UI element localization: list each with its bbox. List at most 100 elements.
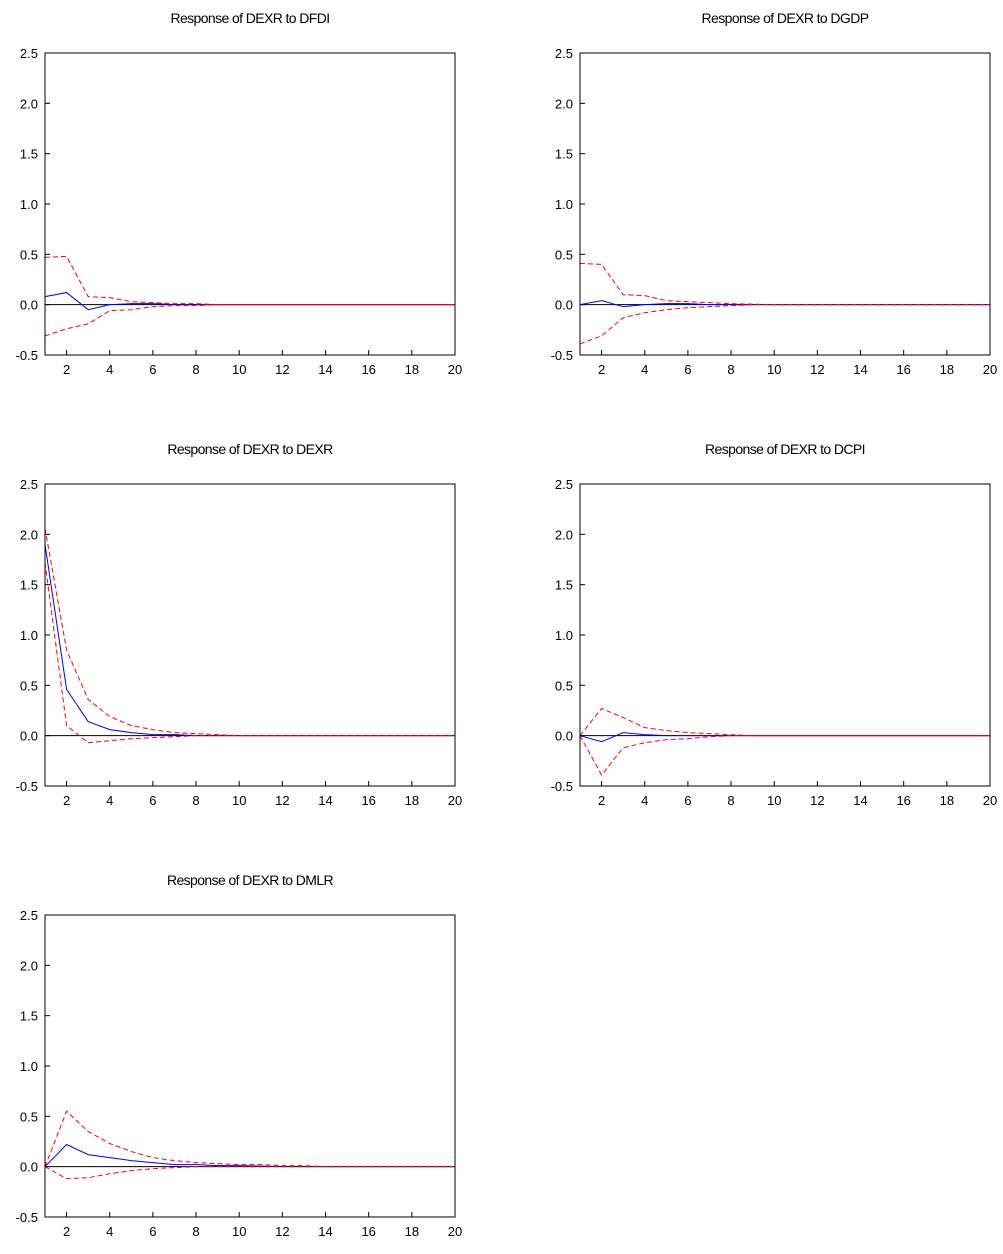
y-tick-label: 2.5 xyxy=(20,477,38,492)
y-tick-label: 1.0 xyxy=(555,628,573,643)
x-tick-label: 14 xyxy=(318,362,332,377)
response-line xyxy=(45,293,455,310)
chart-title: Response of DEXR to DEXR xyxy=(167,441,333,457)
x-tick-label: 10 xyxy=(767,793,781,808)
y-tick-label: 1.5 xyxy=(20,147,38,162)
response-line xyxy=(45,1145,455,1167)
response-line xyxy=(45,528,455,735)
x-tick-label: 18 xyxy=(940,362,954,377)
plot-frame xyxy=(45,53,455,355)
y-tick-label: 2.5 xyxy=(20,46,38,61)
x-tick-label: 14 xyxy=(318,793,332,808)
y-tick-label: 0.0 xyxy=(555,298,573,313)
x-tick-label: 12 xyxy=(275,793,289,808)
x-tick-label: 20 xyxy=(448,793,462,808)
x-tick-label: 14 xyxy=(853,793,867,808)
x-tick-label: 2 xyxy=(63,1224,70,1239)
plot-frame xyxy=(580,53,990,355)
x-tick-label: 18 xyxy=(940,793,954,808)
x-tick-label: 8 xyxy=(727,793,734,808)
y-tick-label: 2.5 xyxy=(555,477,573,492)
response-line xyxy=(45,563,455,743)
x-tick-label: 4 xyxy=(641,793,648,808)
response-line xyxy=(45,305,455,336)
response-line xyxy=(580,708,990,735)
panel: Response of DEXR to DGDP-0.50.00.51.01.5… xyxy=(551,10,998,377)
x-tick-label: 4 xyxy=(106,1224,113,1239)
y-tick-label: 0.0 xyxy=(20,298,38,313)
chart-title: Response of DEXR to DGDP xyxy=(702,10,869,26)
y-tick-label: 2.0 xyxy=(555,527,573,542)
plot-frame xyxy=(580,484,990,786)
x-tick-label: 2 xyxy=(63,362,70,377)
plot-frame xyxy=(45,915,455,1217)
y-tick-label: 0.0 xyxy=(20,1160,38,1175)
x-tick-label: 18 xyxy=(405,793,419,808)
x-tick-label: 20 xyxy=(983,362,997,377)
y-tick-label: 1.5 xyxy=(555,578,573,593)
x-tick-label: 8 xyxy=(727,362,734,377)
y-tick-label: 0.5 xyxy=(555,247,573,262)
x-tick-label: 4 xyxy=(106,793,113,808)
x-tick-label: 20 xyxy=(448,1224,462,1239)
y-tick-label: 2.0 xyxy=(555,96,573,111)
panel: Response of DEXR to DFDI-0.50.00.51.01.5… xyxy=(16,10,463,377)
x-tick-label: 12 xyxy=(810,793,824,808)
x-tick-label: 2 xyxy=(598,793,605,808)
y-tick-label: 0.5 xyxy=(20,1109,38,1124)
y-tick-label: 1.5 xyxy=(555,147,573,162)
y-tick-label: 1.0 xyxy=(20,197,38,212)
x-tick-label: 10 xyxy=(232,793,246,808)
y-tick-label: 2.5 xyxy=(555,46,573,61)
x-tick-label: 16 xyxy=(896,793,910,808)
y-tick-label: -0.5 xyxy=(551,348,573,363)
y-tick-label: 2.0 xyxy=(20,958,38,973)
response-line xyxy=(45,544,455,735)
x-tick-label: 6 xyxy=(149,362,156,377)
y-tick-label: -0.5 xyxy=(551,779,573,794)
response-line xyxy=(580,733,990,742)
y-tick-label: 1.5 xyxy=(20,1009,38,1024)
x-tick-label: 16 xyxy=(361,1224,375,1239)
x-tick-label: 10 xyxy=(232,362,246,377)
x-tick-label: 8 xyxy=(192,793,199,808)
y-tick-label: 0.5 xyxy=(20,678,38,693)
x-tick-label: 8 xyxy=(192,1224,199,1239)
y-tick-label: 2.0 xyxy=(20,527,38,542)
x-tick-label: 14 xyxy=(318,1224,332,1239)
x-tick-label: 8 xyxy=(192,362,199,377)
x-tick-label: 14 xyxy=(853,362,867,377)
y-tick-label: -0.5 xyxy=(16,348,38,363)
x-tick-label: 12 xyxy=(275,362,289,377)
panel: Response of DEXR to DEXR -0.5 0.0 0.5 1.0 1.5… xyxy=(16,441,463,808)
x-tick-label: 16 xyxy=(896,362,910,377)
x-tick-label: 20 xyxy=(983,793,997,808)
x-tick-label: 2 xyxy=(598,362,605,377)
y-tick-label: 1.0 xyxy=(20,628,38,643)
x-tick-label: 12 xyxy=(810,362,824,377)
response-line xyxy=(45,256,455,304)
y-tick-label: 2.0 xyxy=(20,96,38,111)
x-tick-label: 2 xyxy=(63,793,70,808)
x-tick-label: 20 xyxy=(448,362,462,377)
response-line xyxy=(580,305,990,344)
y-tick-label: 2.5 xyxy=(20,908,38,923)
x-tick-label: 4 xyxy=(106,362,113,377)
x-tick-label: 6 xyxy=(149,793,156,808)
panel: Response of DEXR to DMLR-0.50.00.51.01.5… xyxy=(16,872,463,1239)
chart-grid: Response of DEXR to DFDI-0.50.00.51.01.5… xyxy=(0,0,1003,1249)
x-tick-label: 16 xyxy=(361,362,375,377)
y-tick-label: -0.5 xyxy=(16,779,38,794)
y-tick-label: 0.0 xyxy=(20,729,38,744)
y-tick-label: 1.5 xyxy=(20,578,38,593)
x-tick-label: 4 xyxy=(641,362,648,377)
response-line xyxy=(45,1111,455,1166)
response-line xyxy=(580,301,990,307)
chart-title: Response of DEXR to DMLR xyxy=(167,872,334,888)
y-tick-label: 0.0 xyxy=(555,729,573,744)
x-tick-label: 10 xyxy=(767,362,781,377)
y-tick-label: 1.0 xyxy=(20,1059,38,1074)
panel: Response of DEXR to DCPI-0.50.00.51.01.5… xyxy=(551,441,998,808)
y-tick-label: 0.5 xyxy=(555,678,573,693)
x-tick-label: 16 xyxy=(361,793,375,808)
